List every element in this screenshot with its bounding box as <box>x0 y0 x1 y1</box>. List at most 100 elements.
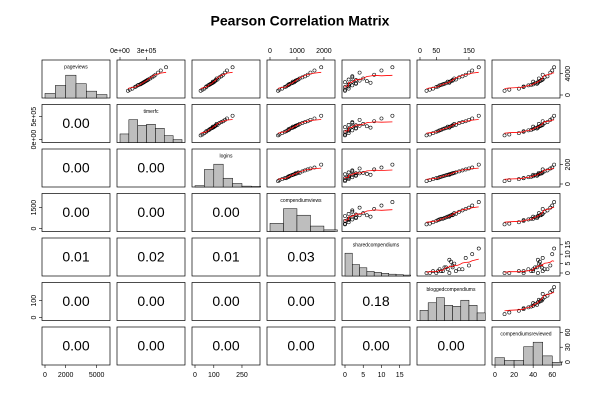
hist-bar <box>403 274 411 277</box>
x-tick-label: 0 <box>493 372 497 379</box>
y-tick-label: 0e+00 <box>31 130 38 150</box>
scatter-point <box>350 175 355 180</box>
p-value: 0.03 <box>287 249 314 265</box>
scatter-point <box>350 83 355 88</box>
scatter-point <box>346 77 351 82</box>
scatter-point <box>516 220 521 225</box>
p-value: 0.02 <box>137 249 164 265</box>
panel-frame <box>116 59 186 99</box>
scatter-point <box>536 257 540 262</box>
scatter-point <box>507 221 512 226</box>
scatter-point <box>291 172 295 177</box>
scatter-point <box>354 212 358 217</box>
scatter-point <box>450 123 455 128</box>
p-value: 0.00 <box>62 160 89 176</box>
scatter-point <box>350 124 355 129</box>
panel-frame <box>341 282 411 321</box>
scatter-point <box>295 78 299 82</box>
y-tick-label: 100 <box>31 295 38 307</box>
scatter-point <box>545 267 550 272</box>
scatter-point <box>343 125 347 130</box>
x-tick-label: 50 <box>432 48 440 55</box>
p-value: 0.00 <box>287 293 314 309</box>
panel-frame <box>41 104 111 143</box>
scatter-point <box>372 207 377 211</box>
panel-frame <box>491 59 561 99</box>
p-value: 0.00 <box>212 338 239 354</box>
scatter-point <box>424 88 429 93</box>
scatter-point <box>542 267 547 272</box>
scatter-point <box>537 259 542 264</box>
scatter-point <box>550 288 555 293</box>
scatter-point <box>552 246 557 251</box>
scatter-point <box>343 218 347 223</box>
variable-name: pageviews <box>64 64 88 70</box>
x-tick-label: 2000 <box>58 372 74 379</box>
scatter-point <box>463 256 468 260</box>
scatter-point <box>467 117 471 122</box>
x-tick-label: 250 <box>236 372 248 379</box>
scatter-point <box>431 269 435 274</box>
p-value: 0.01 <box>62 249 89 265</box>
scatter-point <box>535 265 539 270</box>
hist-bar <box>310 225 325 232</box>
scatter-point <box>209 81 213 86</box>
scatter-point <box>364 79 369 84</box>
p-value: 0.00 <box>62 204 89 220</box>
scatter-point <box>552 162 557 167</box>
scatter-point <box>390 113 395 118</box>
scatter-point <box>531 174 536 179</box>
scatter-point <box>343 129 347 134</box>
scatter-point <box>507 87 512 92</box>
hist-bar <box>55 85 66 99</box>
smooth-line <box>426 119 479 134</box>
p-value: 0.00 <box>287 338 314 354</box>
y-tick-label: 10 <box>565 250 572 258</box>
scatter-point <box>368 214 373 219</box>
scatter-point <box>440 269 445 274</box>
variable-name: compendiumsreviewed <box>500 331 551 337</box>
scatter-point <box>439 82 444 87</box>
scatter-point <box>550 68 555 73</box>
hist-bar <box>436 297 445 321</box>
p-value: 0.00 <box>362 338 389 354</box>
scatter-point <box>343 132 347 137</box>
scatter-point <box>450 78 455 82</box>
scatter-point <box>470 68 475 73</box>
scatter-point <box>467 205 471 210</box>
scatter-point <box>427 132 432 137</box>
panel-frame <box>266 237 336 277</box>
scatter-point <box>361 76 366 81</box>
scatter-point <box>436 84 440 89</box>
panel-frame <box>491 193 561 232</box>
scatter-point <box>533 302 537 306</box>
hist-bar <box>532 341 543 366</box>
scatter-point <box>319 65 324 70</box>
hist-bar <box>419 310 429 321</box>
x-tick-label: 5000 <box>89 372 105 379</box>
y-tick-label: 0 <box>565 360 572 364</box>
scatter-point <box>350 74 355 79</box>
hist-bar <box>86 90 97 99</box>
scatter-point <box>357 117 362 122</box>
panel-frame <box>41 282 111 321</box>
chart-title: Pearson Correlation Matrix <box>211 13 390 29</box>
scatter-point <box>529 269 534 274</box>
scatter-point <box>372 72 377 77</box>
scatter-point <box>207 127 211 132</box>
hist-bar <box>366 271 375 277</box>
scatter-point <box>286 174 291 179</box>
p-value: 0.00 <box>62 115 89 131</box>
scatter-point <box>210 80 215 85</box>
scatter-point <box>141 80 145 85</box>
scatter-point <box>312 68 317 73</box>
scatter-point <box>476 113 481 118</box>
scatter-point <box>308 117 313 122</box>
scatter-point <box>350 208 355 213</box>
p-value: 0.00 <box>137 338 164 354</box>
scatter-point <box>531 267 536 272</box>
hist-bar <box>128 119 138 143</box>
variable-name: compendiumviews <box>280 198 322 204</box>
scatter-point <box>164 65 168 70</box>
panel-frame <box>416 237 486 277</box>
